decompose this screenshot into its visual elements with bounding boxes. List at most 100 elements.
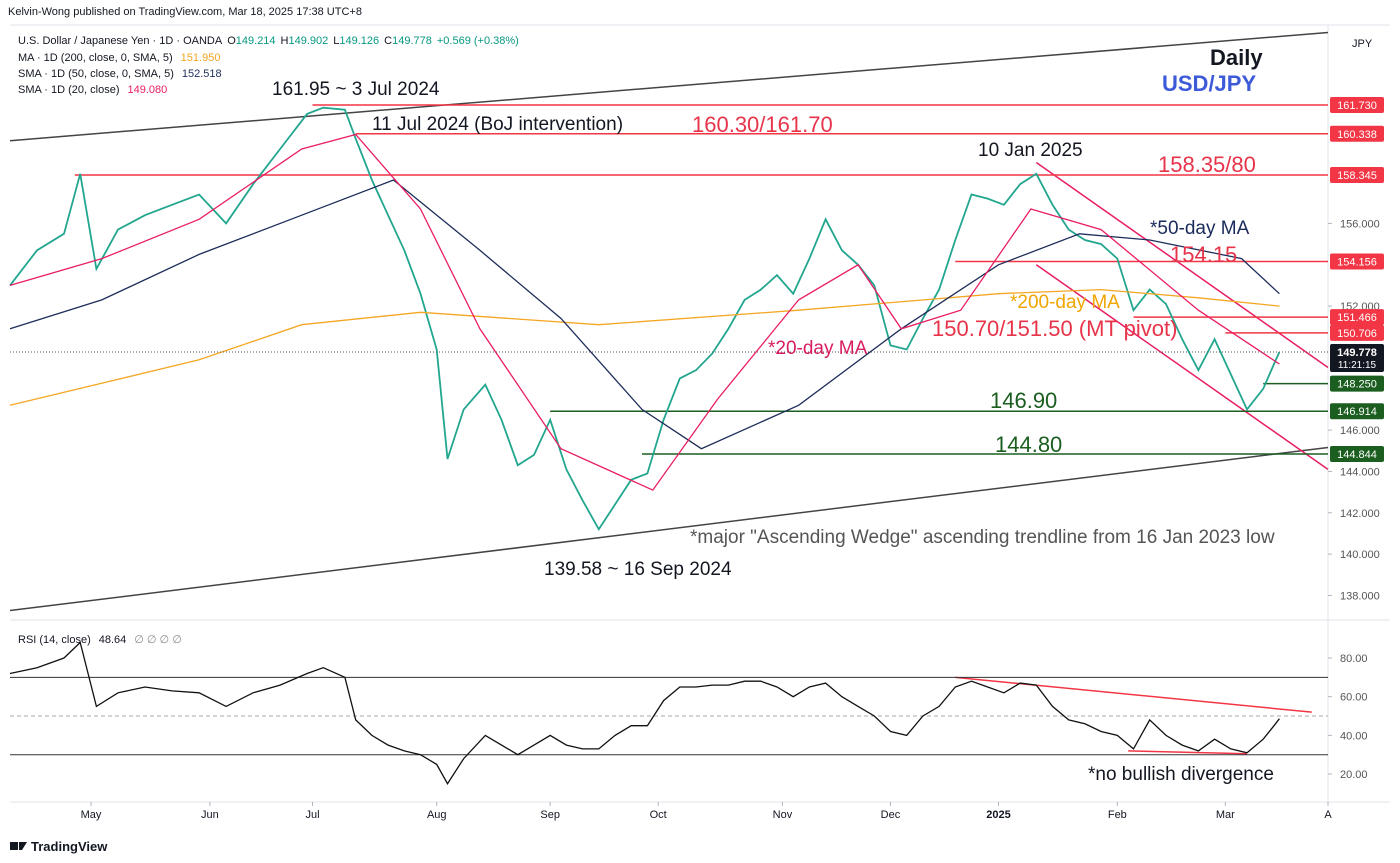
level-tag [1330, 446, 1384, 463]
annotation: 154.15 [1170, 242, 1237, 267]
annotation: 158.35/80 [1158, 152, 1256, 177]
level-tag-label: 158.345 [1337, 170, 1377, 182]
level-tag [1330, 403, 1384, 420]
last-price-label: 149.778 [1337, 347, 1377, 359]
x-tick-label: Jul [305, 809, 319, 821]
y-tick-label: 140.000 [1340, 549, 1380, 561]
legend-item: 149.080 [127, 84, 167, 96]
x-tick-label: A [1324, 809, 1332, 821]
trendline [1035, 264, 1329, 470]
y-tick-label: 80.00 [1340, 653, 1368, 665]
logo-mark [10, 842, 18, 850]
level-tag [1330, 166, 1384, 183]
footer-brand: TradingView [31, 839, 108, 854]
y-tick-label: 138.000 [1340, 590, 1380, 602]
level-tag [1330, 125, 1384, 142]
level-tag-label: 151.466 [1337, 312, 1377, 324]
series-line [9, 288, 1280, 406]
x-tick-label: Mar [1216, 809, 1235, 821]
legend-item: SMA · 1D (20, close) [18, 84, 119, 96]
last-price-tag [1330, 344, 1384, 373]
level-tag-label: 148.250 [1337, 379, 1377, 391]
level-tag-label: 161.730 [1337, 100, 1377, 112]
publisher: Kelvin-Wong published on TradingView.com… [8, 6, 362, 18]
annotation: 150.70/151.50 (MT pivot) [932, 316, 1177, 341]
annotation: *no bullish divergence [1088, 764, 1274, 785]
level-tag-label: 160.338 [1337, 129, 1377, 141]
legend-item: SMA · 1D (50, close, 0, SMA, 5) [18, 68, 174, 80]
trendline [1128, 750, 1247, 755]
y-tick-label: 40.00 [1340, 730, 1368, 742]
y-tick-label: 60.00 [1340, 692, 1368, 704]
level-tag-label: 146.914 [1337, 406, 1377, 418]
annotation: 139.58 ~ 16 Sep 2024 [544, 559, 732, 580]
x-tick-label: Oct [650, 809, 667, 821]
x-tick-label: Dec [881, 809, 901, 821]
y-tick-label: 144.000 [1340, 466, 1380, 478]
annotation: 144.80 [995, 432, 1062, 457]
x-tick-label: Aug [427, 809, 447, 821]
legend-line: SMA · 1D (50, close, 0, SMA, 5) 152.518 [18, 68, 222, 80]
legend-item: ∅ ∅ ∅ ∅ [134, 634, 182, 646]
annotation: 11 Jul 2024 (BoJ intervention) [372, 114, 623, 135]
y-tick-label: 146.000 [1340, 425, 1380, 437]
x-tick-label: Feb [1108, 809, 1127, 821]
series-line [9, 133, 1280, 491]
legend-item: 149.902 [289, 35, 329, 47]
y-tick-label: 156.000 [1340, 218, 1380, 230]
legend-line: MA · 1D (200, close, 0, SMA, 5) 151.950 [18, 52, 220, 64]
level-tag-label: 144.844 [1337, 449, 1377, 461]
legend-item: 149.778 [392, 35, 432, 47]
level-tag [1330, 96, 1384, 113]
annotation: 161.95 ~ 3 Jul 2024 [272, 79, 440, 100]
annotation: *50-day MA [1150, 218, 1250, 239]
annotation: *major "Ascending Wedge" ascending trend… [690, 527, 1275, 548]
x-tick-label: Jun [201, 809, 219, 821]
series-line [9, 106, 1281, 532]
x-tick-label: 2025 [986, 809, 1010, 821]
level-tag-label: 150.706 [1337, 328, 1377, 340]
legend-item: 149.126 [339, 35, 379, 47]
annotation: Daily [1210, 45, 1263, 70]
y-tick-label: 20.00 [1340, 769, 1368, 781]
level-tag [1330, 309, 1384, 326]
annotations: Daily USD/JPY 161.95 ~ 3 Jul 2024 11 Jul… [272, 45, 1275, 785]
legend-line: RSI (14, close) 48.64 ∅ ∅ ∅ ∅ [18, 634, 182, 646]
series-line [9, 641, 1280, 785]
x-tick-label: May [81, 809, 102, 821]
level-tag [1330, 375, 1384, 392]
x-tick-label: Nov [773, 809, 793, 821]
series-line [9, 179, 1280, 450]
annotation: USD/JPY [1162, 71, 1256, 96]
legend-item: MA · 1D (200, close, 0, SMA, 5) [18, 52, 173, 64]
legend-item: U.S. Dollar / Japanese Yen · 1D · OANDA [18, 35, 223, 47]
level-tag [1330, 253, 1384, 270]
annotation: *20-day MA [768, 338, 868, 359]
currency: JPY [1352, 38, 1373, 50]
annotation: 160.30/161.70 [692, 112, 833, 137]
legend-item: C [384, 35, 392, 47]
countdown: 11:21:15 [1338, 360, 1377, 371]
legend-item: L [333, 35, 339, 47]
legend-item: H [281, 35, 289, 47]
logo: TradingView [10, 839, 108, 854]
level-tag [1330, 324, 1384, 341]
annotation: *200-day MA [1010, 292, 1120, 313]
legend-item: RSI (14, close) [18, 634, 91, 646]
y-tick-label: 142.000 [1340, 508, 1380, 520]
trendline [955, 676, 1312, 713]
annotation: 146.90 [990, 388, 1057, 413]
legend-item: 48.64 [99, 634, 127, 646]
level-tag-label: 154.156 [1337, 257, 1377, 269]
legend-item: 152.518 [182, 68, 222, 80]
annotation: 10 Jan 2025 [978, 140, 1083, 161]
legend-item: 149.214 [236, 35, 276, 47]
legend-item: +0.569 (+0.38%) [437, 35, 519, 47]
legend-line: SMA · 1D (20, close) 149.080 [18, 84, 167, 96]
legend-item: O [227, 35, 236, 47]
x-tick-label: Sep [540, 809, 560, 821]
trendline [9, 446, 1329, 612]
legend-item: 151.950 [181, 52, 221, 64]
